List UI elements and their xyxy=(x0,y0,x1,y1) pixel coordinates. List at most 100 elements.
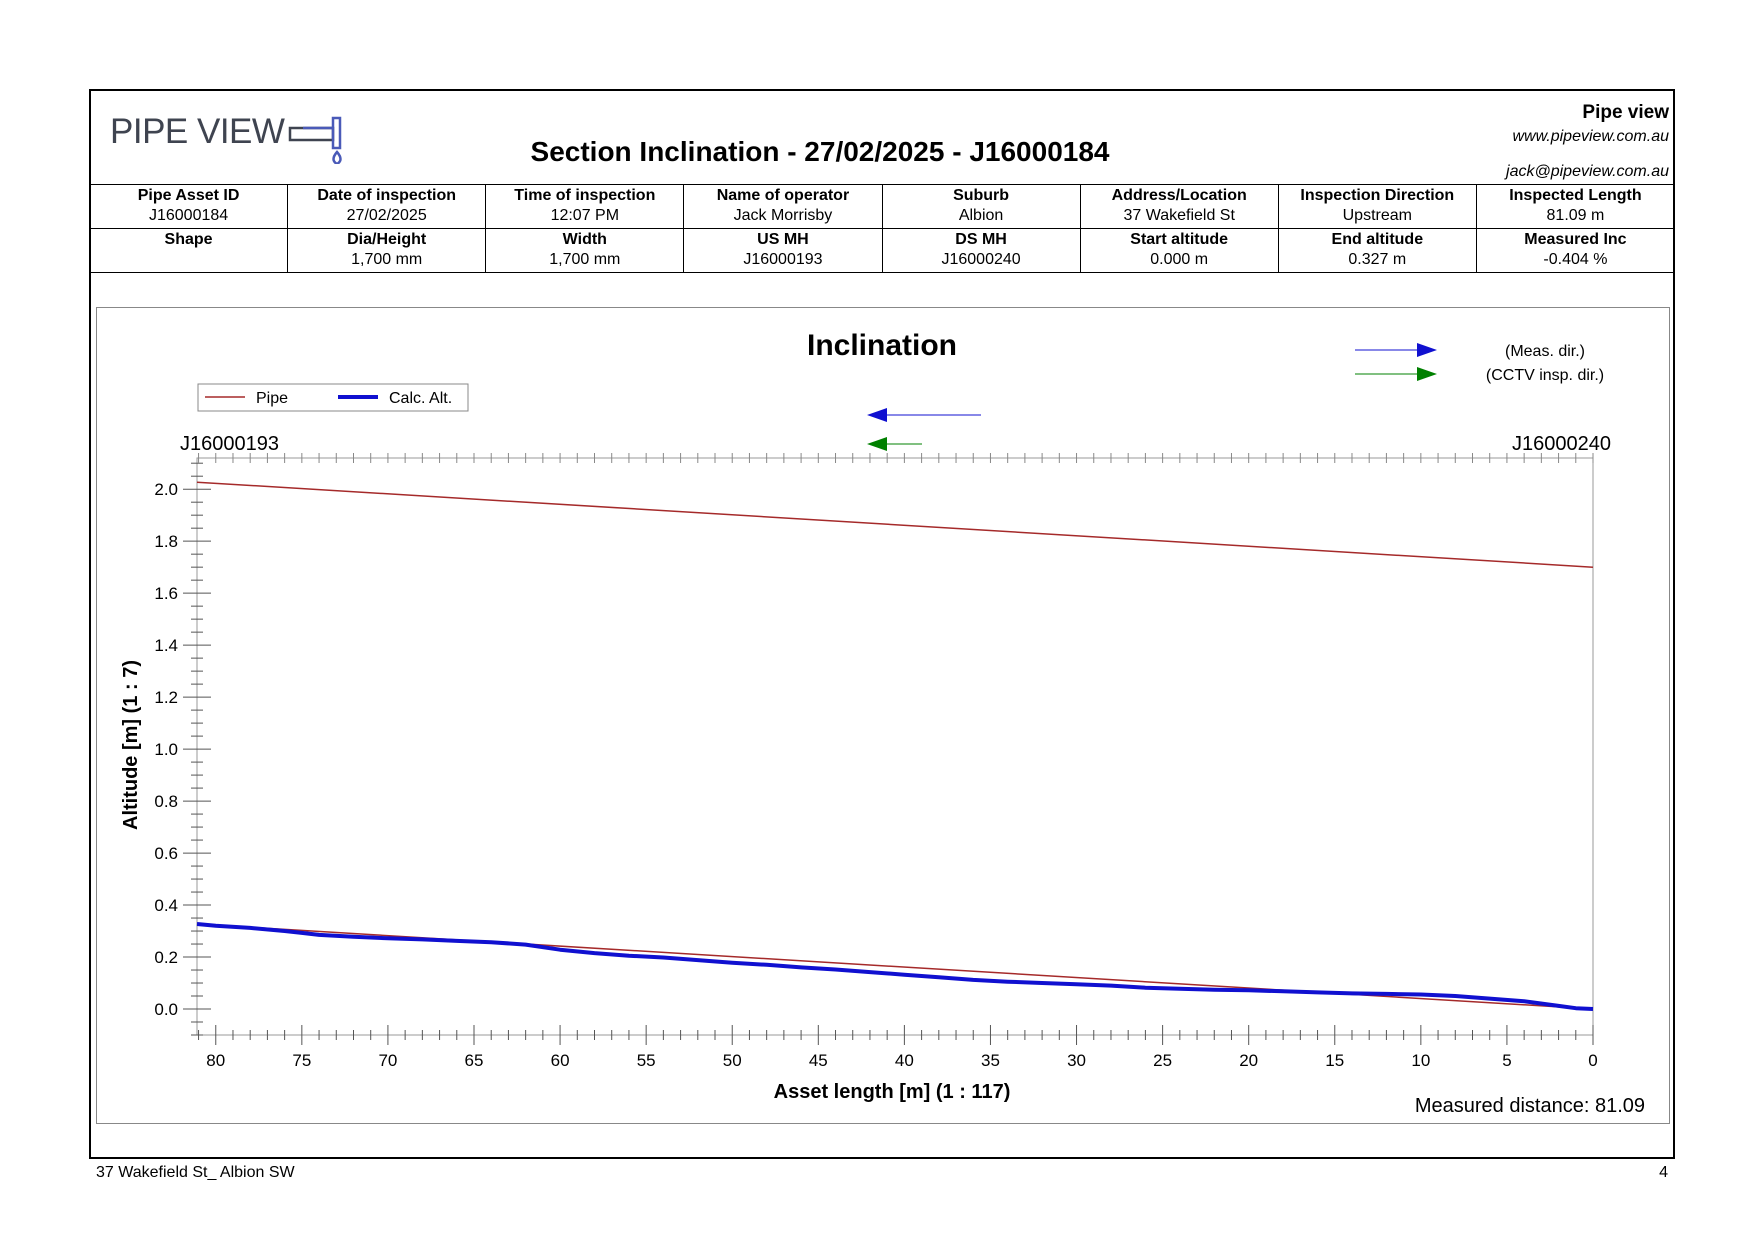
y-tick-label: 0.6 xyxy=(154,844,178,863)
meas-dir-arrow-head xyxy=(1417,343,1437,357)
x-tick-label: 10 xyxy=(1411,1051,1430,1070)
info-label: End altitude xyxy=(1331,231,1424,248)
info-cell: End altitude 0.327 m xyxy=(1277,228,1477,273)
info-cell: US MH J16000193 xyxy=(683,228,883,273)
info-value: Jack Morrisby xyxy=(733,207,833,224)
info-label: Dia/Height xyxy=(347,231,427,248)
cctv-dir-plot-arrow-head xyxy=(867,437,887,451)
x-tick-label: 50 xyxy=(723,1051,742,1070)
info-cell: Inspected Length 81.09 m xyxy=(1475,184,1676,229)
info-value: J16000193 xyxy=(743,251,823,268)
info-value: 81.09 m xyxy=(1546,207,1605,224)
info-value: J16000240 xyxy=(941,251,1021,268)
x-axis-label: Asset length [m] (1 : 117) xyxy=(774,1081,1011,1103)
info-cell: Start altitude 0.000 m xyxy=(1079,228,1279,273)
y-tick-label: 0.8 xyxy=(154,792,178,811)
x-tick-label: 20 xyxy=(1239,1051,1258,1070)
info-value: 27/02/2025 xyxy=(346,207,427,224)
x-tick-label: 40 xyxy=(895,1051,914,1070)
company-email: jack@pipeview.com.au xyxy=(1506,163,1669,180)
meas-dir-plot-arrow-head xyxy=(867,408,887,422)
info-label: Inspection Direction xyxy=(1300,187,1455,204)
x-tick-label: 75 xyxy=(292,1051,311,1070)
info-label: Pipe Asset ID xyxy=(137,187,240,204)
series-pipe-line xyxy=(196,481,1594,568)
x-tick-label: 70 xyxy=(378,1051,397,1070)
series-pipe-line xyxy=(196,923,1594,1010)
y-tick-label: 0.0 xyxy=(154,1000,178,1019)
info-label: Time of inspection xyxy=(514,187,656,204)
chart-title: Inclination xyxy=(807,329,957,362)
info-cell: Inspection Direction Upstream xyxy=(1277,184,1477,229)
x-tick-label: 35 xyxy=(981,1051,1000,1070)
info-value: Upstream xyxy=(1342,207,1412,224)
cctv-dir-label: (CCTV insp. dir.) xyxy=(1486,367,1604,384)
y-axis-label: Altitude [m] (1 : 7) xyxy=(120,660,142,830)
pipe-icon xyxy=(288,116,342,164)
y-tick-label: 0.2 xyxy=(154,948,178,967)
company-name: Pipe view xyxy=(1582,102,1669,123)
page-title: Section Inclination - 27/02/2025 - J1600… xyxy=(530,136,1110,167)
plot-area xyxy=(196,457,1594,1036)
info-value: 37 Wakefield St xyxy=(1123,207,1235,224)
info-cell: Time of inspection 12:07 PM xyxy=(485,184,685,229)
footer-address: 37 Wakefield St_ Albion SW xyxy=(96,1164,295,1181)
y-tick-label: 1.6 xyxy=(154,584,178,603)
info-label: Address/Location xyxy=(1111,187,1247,204)
info-value: Albion xyxy=(958,207,1004,224)
x-tick-label: 30 xyxy=(1067,1051,1086,1070)
info-cell: Dia/Height 1,700 mm xyxy=(287,228,487,273)
left-node-label: J16000193 xyxy=(180,433,279,455)
y-tick-label: 2.0 xyxy=(154,480,178,499)
y-tick-label: 1.2 xyxy=(154,688,178,707)
info-label: US MH xyxy=(757,231,809,248)
cctv-dir-arrow-head xyxy=(1417,367,1437,381)
x-tick-label: 55 xyxy=(637,1051,656,1070)
x-tick-label: 80 xyxy=(206,1051,225,1070)
company-block: Pipe view www.pipeview.com.au xyxy=(1512,102,1669,146)
info-row-2: Shape Dia/Height 1,700 mm Width 1,700 mm U… xyxy=(88,228,1676,273)
info-label: Width xyxy=(562,231,607,248)
info-label: Name of operator xyxy=(716,187,850,204)
info-value: 0.327 m xyxy=(1348,251,1407,268)
x-tick-label: 45 xyxy=(809,1051,828,1070)
info-cell: Shape xyxy=(88,228,289,273)
info-label: Inspected Length xyxy=(1509,187,1642,204)
company-website: www.pipeview.com.au xyxy=(1512,128,1669,145)
page-number: 4 xyxy=(1659,1164,1668,1181)
info-value: 1,700 mm xyxy=(351,251,423,268)
info-cell: Measured Inc -0.404 % xyxy=(1475,228,1676,273)
info-cell: Name of operator Jack Morrisby xyxy=(683,184,883,229)
chart-frame xyxy=(96,307,1670,1124)
x-tick-label: 65 xyxy=(465,1051,484,1070)
info-value: 1,700 mm xyxy=(549,251,621,268)
logo: PIPE VIEW xyxy=(110,108,370,164)
info-value: 12:07 PM xyxy=(550,207,620,224)
info-label: Date of inspection xyxy=(317,187,457,204)
inspection-info-table: Pipe Asset ID J16000184 Date of inspectio… xyxy=(88,184,1676,273)
legend-label-calc-alt: Calc. Alt. xyxy=(389,390,452,407)
x-tick-label: 60 xyxy=(551,1051,570,1070)
info-cell: Width 1,700 mm xyxy=(485,228,685,273)
info-value: 0.000 m xyxy=(1150,251,1209,268)
info-cell: Address/Location 37 Wakefield St xyxy=(1079,184,1279,229)
info-cell: Pipe Asset ID J16000184 xyxy=(88,184,289,229)
x-tick-label: 0 xyxy=(1588,1051,1597,1070)
y-tick-label: 1.0 xyxy=(154,740,178,759)
series-calc-alt xyxy=(196,922,1594,1011)
info-cell: DS MH J16000240 xyxy=(881,228,1081,273)
measured-distance: Measured distance: 81.09 xyxy=(1415,1095,1645,1117)
x-tick-label: 15 xyxy=(1325,1051,1344,1070)
legend-label-pipe: Pipe xyxy=(256,390,288,407)
report-frame xyxy=(89,89,1675,1159)
info-value: -0.404 % xyxy=(1543,251,1608,268)
y-tick-label: 1.4 xyxy=(154,636,178,655)
info-row-1: Pipe Asset ID J16000184 Date of inspectio… xyxy=(88,184,1676,229)
meas-dir-label: (Meas. dir.) xyxy=(1505,343,1585,360)
logo-text: PIPE VIEW xyxy=(110,112,285,151)
y-tick-label: 0.4 xyxy=(154,896,178,915)
info-label: DS MH xyxy=(955,231,1007,248)
x-tick-label: 5 xyxy=(1502,1051,1511,1070)
right-node-label: J16000240 xyxy=(1512,433,1611,455)
